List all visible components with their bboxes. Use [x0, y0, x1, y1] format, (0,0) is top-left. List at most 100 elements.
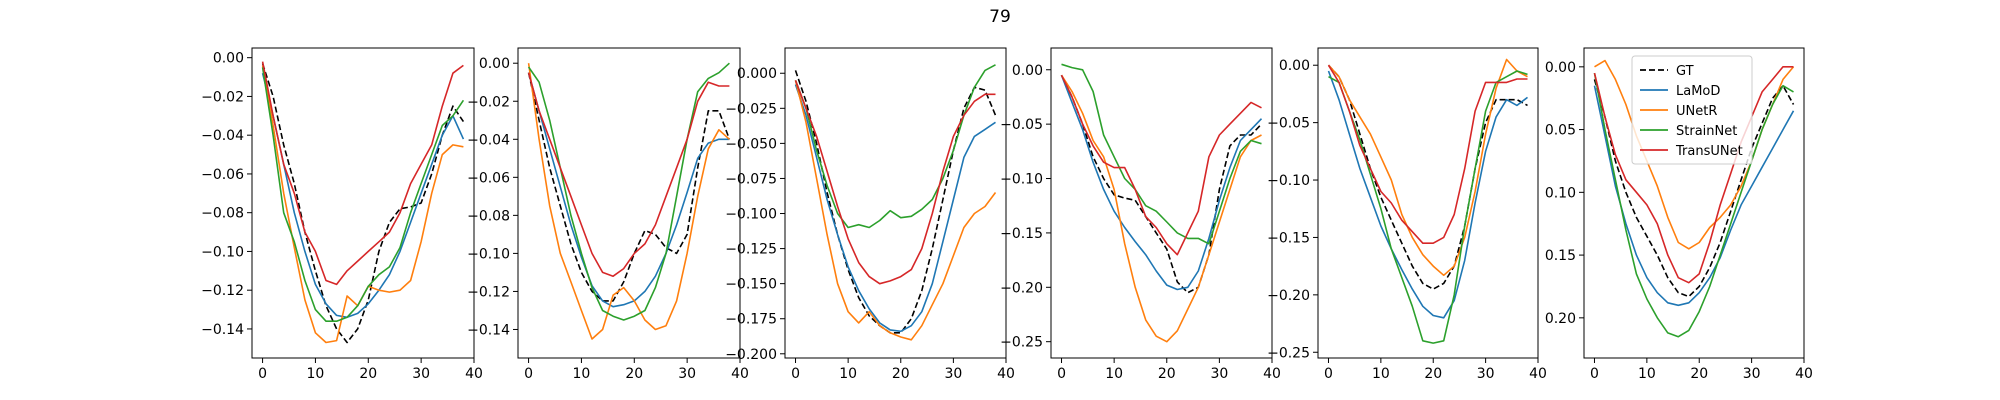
y-tick-label: −0.05 — [1000, 117, 1043, 133]
series-line-strainnet — [1328, 70, 1528, 344]
y-tick-label: −0.14 — [467, 322, 510, 338]
y-tick-label: −0.125 — [725, 242, 777, 258]
subplot-3: 0 10 20 30 40 0.000 −0.025 −0.050 −0.075 −0.100 −0… — [725, 47, 1015, 382]
x-tick-label: 0 — [524, 366, 533, 382]
legend: GT LaMoD UNetR StrainNet TransUNet — [1631, 55, 1753, 165]
y-tick-label: −0.05 — [1267, 116, 1310, 132]
y-tick-label: 0.05 — [1545, 123, 1576, 139]
series-line-strainnet — [794, 64, 996, 229]
legend-label-gt: GT — [1676, 64, 1694, 79]
y-tick-label: −0.14 — [201, 322, 244, 338]
axes-frame — [1050, 47, 1273, 359]
series-line-strainnet — [261, 67, 465, 323]
axes-frame — [1317, 47, 1539, 359]
y-tick-label: −0.12 — [201, 283, 244, 299]
y-tick-label: −0.08 — [467, 208, 510, 224]
y-tick-label: −0.10 — [1000, 172, 1043, 188]
series-line-strainnet — [527, 62, 730, 321]
subplot-1: 0 10 20 30 40 0.00 −0.02 −0.04 −0.06 −0.08 −0.10 −0… — [201, 47, 483, 382]
x-tick-label: 10 — [573, 366, 591, 382]
x-tick-label: 40 — [1263, 366, 1281, 382]
y-tick-label: −0.12 — [467, 284, 510, 300]
y-tick-label: −0.04 — [201, 128, 244, 144]
series-line-unetr — [527, 63, 730, 340]
y-tick-label: −0.20 — [1267, 288, 1310, 304]
x-tick-label: 10 — [839, 366, 857, 382]
x-tick-label: 10 — [1372, 366, 1390, 382]
y-tick-label: −0.08 — [201, 206, 244, 222]
series-line-strainnet — [1593, 72, 1794, 338]
y-tick-label: −0.10 — [467, 246, 510, 262]
y-tick-label: −0.15 — [1267, 230, 1310, 246]
x-tick-label: 20 — [1690, 366, 1708, 382]
y-tick-label: −0.200 — [725, 347, 777, 363]
figure-title: 79 — [989, 7, 1011, 27]
x-tick-label: 0 — [791, 366, 800, 382]
y-tick-label: −0.075 — [725, 171, 777, 187]
series-line-lamod — [527, 72, 730, 308]
x-tick-label: 20 — [359, 366, 377, 382]
y-tick-label: −0.06 — [467, 170, 510, 186]
series-line-gt — [1327, 64, 1528, 290]
series-line-gt — [794, 70, 997, 334]
legend-frame — [1631, 55, 1753, 165]
y-tick-label: −0.10 — [201, 244, 244, 260]
x-tick-label: 40 — [731, 366, 749, 382]
x-tick-label: 20 — [892, 366, 910, 382]
series-line-lamod — [794, 84, 996, 333]
series-line-gt — [261, 63, 465, 344]
panels: 0 10 20 30 40 0.00 −0.02 −0.04 −0.06 −0.08 −0.10 −0… — [201, 47, 1813, 382]
axes-frame — [1583, 47, 1805, 359]
series-line-transunet — [1593, 66, 1794, 284]
x-tick-label: 30 — [1210, 366, 1228, 382]
y-tick-label: −0.150 — [725, 277, 777, 293]
series-line-transunet — [1327, 64, 1528, 244]
series-line-unetr — [794, 80, 997, 341]
series-line-transunet — [261, 61, 464, 286]
series-line-unetr — [1060, 74, 1262, 343]
x-tick-label: 40 — [1529, 366, 1547, 382]
series-line-lamod — [1327, 70, 1528, 319]
x-tick-label: 10 — [1638, 366, 1656, 382]
x-tick-label: 0 — [258, 366, 267, 382]
series-line-lamod — [1593, 85, 1795, 307]
y-tick-label: −0.02 — [467, 94, 510, 110]
subplot-4: 0 10 20 30 40 0.00 −0.05 −0.10 −0.15 −0.20 −0.25 — [1000, 47, 1281, 382]
y-tick-label: −0.050 — [725, 136, 777, 152]
y-tick-label: −0.175 — [725, 312, 777, 328]
y-tick-label: −0.02 — [201, 89, 244, 105]
series-line-transunet — [794, 80, 996, 285]
legend-label-unetr: UNetR — [1676, 104, 1717, 119]
x-tick-label: 0 — [1057, 366, 1066, 382]
series-line-transunet — [1060, 74, 1262, 256]
y-tick-label: 0.00 — [1545, 60, 1576, 76]
axes-frame — [784, 47, 1007, 359]
y-tick-label: 0.00 — [479, 56, 510, 72]
y-tick-label: −0.25 — [1267, 345, 1310, 361]
axes-frame — [517, 47, 741, 359]
subplot-6: 0 10 20 30 40 0.00 0.05 0.10 0.15 0.20 GT LaMoD UNet… — [1545, 47, 1813, 382]
x-tick-label: 20 — [1158, 366, 1176, 382]
axes-frame — [251, 47, 475, 359]
series-line-lamod — [1060, 74, 1263, 291]
subplot-5: 0 10 20 30 40 0.00 −0.05 −0.10 −0.15 −0.20 −0.25 — [1267, 47, 1547, 382]
series-line-strainnet — [1061, 63, 1262, 245]
series-line-gt — [1060, 74, 1263, 294]
series-line-unetr — [1327, 58, 1528, 277]
y-tick-label: −0.25 — [1000, 335, 1043, 351]
x-tick-label: 40 — [465, 366, 483, 382]
x-tick-label: 30 — [1477, 366, 1495, 382]
x-tick-label: 40 — [1795, 366, 1813, 382]
y-tick-label: 0.00 — [1279, 58, 1310, 74]
series-line-gt — [1593, 79, 1795, 298]
legend-label-lamod: LaMoD — [1676, 84, 1720, 99]
x-tick-label: 0 — [1590, 366, 1599, 382]
x-tick-label: 30 — [1743, 366, 1761, 382]
y-tick-label: 0.00 — [1012, 63, 1043, 79]
y-tick-label: −0.04 — [467, 132, 510, 148]
y-tick-label: 0.00 — [213, 51, 244, 67]
x-tick-label: 10 — [1105, 366, 1123, 382]
y-tick-label: 0.15 — [1545, 248, 1576, 264]
x-tick-label: 0 — [1324, 366, 1333, 382]
